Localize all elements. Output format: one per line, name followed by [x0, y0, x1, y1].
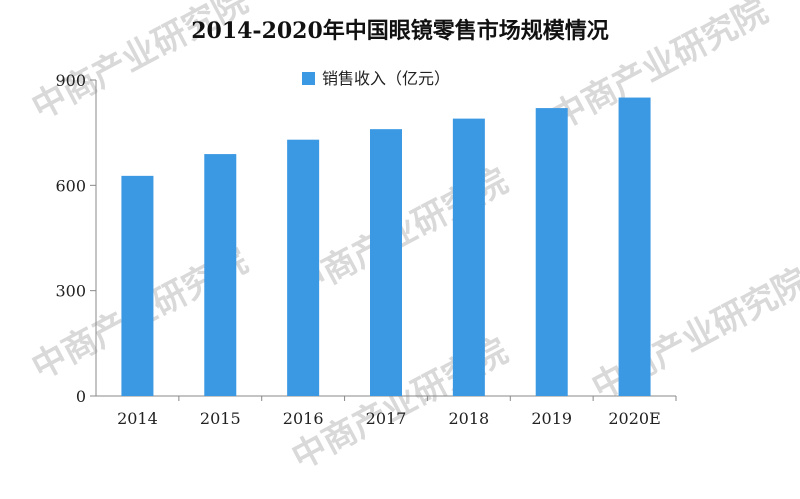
- bar-2018: [452, 118, 485, 396]
- bar-2019: [535, 108, 568, 396]
- bar-2016: [287, 139, 320, 396]
- y-tick-label: 300: [55, 282, 86, 301]
- x-tick-label: 2020E: [608, 409, 660, 428]
- chart-title: 2014-2020年中国眼镜零售市场规模情况: [191, 18, 609, 44]
- x-tick-label: 2018: [448, 409, 489, 428]
- legend-swatch: [302, 72, 315, 85]
- watermark-text: 中商产业研究院: [585, 261, 800, 408]
- y-tick-label: 0: [76, 387, 86, 406]
- legend-label: 销售收入（亿元）: [322, 69, 450, 88]
- x-tick-label: 2019: [531, 409, 572, 428]
- x-tick-label: 2017: [366, 409, 407, 428]
- legend: 销售收入（亿元）: [302, 69, 450, 88]
- bar-2014: [121, 175, 154, 396]
- y-tick-label: 900: [55, 71, 86, 90]
- bar-2015: [204, 154, 237, 396]
- bar-2017: [370, 129, 402, 396]
- bars: [121, 97, 651, 397]
- x-tick-label: 2014: [117, 409, 158, 428]
- y-tick-label: 600: [55, 176, 86, 195]
- x-tick-label: 2015: [200, 409, 241, 428]
- x-axis-ticks: 2014 2015 2016 2017 2018 2019 2020E: [117, 396, 677, 428]
- bar-2020E: [618, 97, 651, 397]
- y-axis-ticks: 0 300 600 900: [55, 71, 96, 406]
- x-tick-label: 2016: [283, 409, 324, 428]
